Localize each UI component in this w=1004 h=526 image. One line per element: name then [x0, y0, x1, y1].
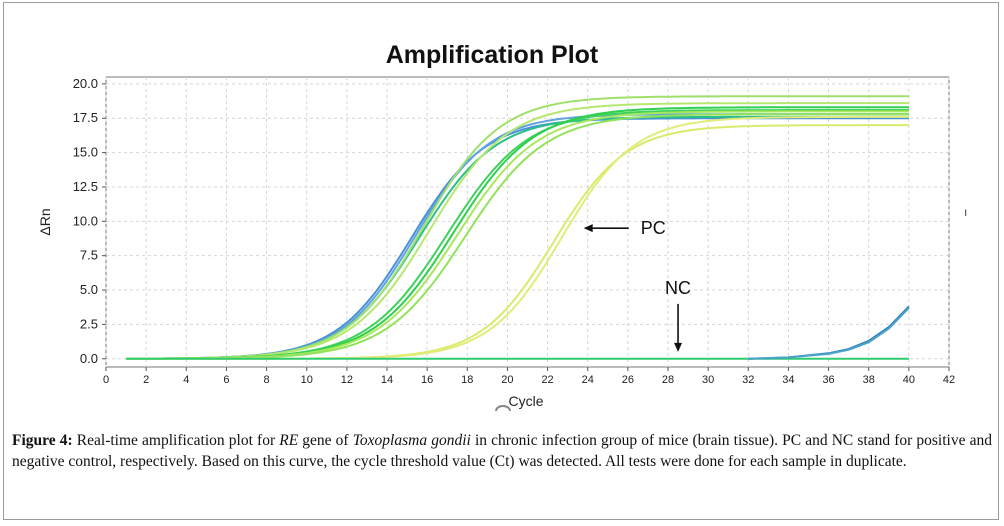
x-tick-label: 16 [421, 374, 433, 386]
caption-gene: RE [279, 432, 299, 449]
y-axis-label: ΔRn [37, 208, 53, 235]
x-tick-label: 20 [501, 374, 513, 386]
series-group [126, 95, 910, 360]
caption-text-3: in chronic infection group of mice (brai… [12, 432, 992, 470]
pc-label: PC [641, 218, 666, 238]
series-line [126, 113, 909, 360]
series-line [126, 115, 909, 360]
nc-label: NC [665, 278, 691, 298]
x-tick-label: 36 [822, 374, 834, 386]
caption-text-1: Real-time amplification plot for [72, 432, 280, 449]
series-line [748, 307, 910, 360]
chart-title: Amplification Plot [386, 41, 599, 69]
figure-frame [3, 2, 999, 520]
stray-mark: ı [964, 205, 967, 219]
x-tick-label: 8 [264, 374, 270, 386]
x-tick-label: 10 [301, 374, 313, 386]
x-tick-label: 12 [341, 374, 353, 386]
x-tick-label: 34 [782, 374, 794, 386]
series-line [126, 109, 909, 360]
grid [105, 77, 950, 367]
annotations: PC NC [583, 218, 691, 352]
y-tick-label: 0.0 [80, 351, 98, 366]
x-tick-label: 6 [223, 374, 229, 386]
amplification-chart: Amplification Plot 0 2 4 6 8 10 12 14 16 18 20 22 24… [37, 41, 967, 412]
series-line [126, 95, 909, 360]
series-line [126, 117, 909, 360]
x-tick-label: 0 [103, 374, 109, 386]
y-tick-label: 2.5 [80, 316, 98, 331]
y-tick-label: 15.0 [73, 145, 98, 160]
y-tick-label: 20.0 [73, 76, 98, 91]
x-tick-label: 22 [541, 374, 553, 386]
x-tick-label: 28 [662, 374, 674, 386]
x-tick-label: 18 [461, 374, 473, 386]
y-tick-label: 12.5 [73, 179, 98, 194]
caption-organism: Toxoplasma gondii [352, 432, 471, 449]
x-tick-label: 42 [943, 374, 955, 386]
x-tick-label: 14 [381, 374, 393, 386]
figure-caption: Figure 4: Real-time amplification plot f… [12, 430, 992, 472]
x-tick-label: 2 [143, 374, 149, 386]
x-tick-label: 4 [183, 374, 189, 386]
series-line [126, 124, 909, 360]
caption-text-2: gene of [298, 432, 353, 449]
axes: 0 2 4 6 8 10 12 14 16 18 20 22 24 26 28 30 32 34 36 38 40 420… [73, 76, 955, 386]
x-tick-label: 38 [863, 374, 875, 386]
pc-arrow-head [583, 224, 593, 233]
nc-arrow-head [674, 342, 683, 352]
series-line [126, 106, 909, 360]
x-tick-label: 32 [742, 374, 754, 386]
plot-area [105, 76, 950, 368]
y-tick-label: 7.5 [80, 248, 98, 263]
x-tick-label: 30 [702, 374, 714, 386]
caption-label: Figure 4: [12, 432, 73, 449]
cursor-artifact [495, 405, 511, 412]
series-line [748, 305, 910, 360]
x-axis-label: Cycle [508, 393, 543, 409]
y-tick-label: 17.5 [73, 110, 98, 125]
x-tick-label: 40 [903, 374, 915, 386]
series-line [126, 115, 909, 360]
x-tick-label: 26 [622, 374, 634, 386]
x-tick-label: 24 [582, 374, 594, 386]
y-tick-label: 10.0 [73, 213, 98, 228]
y-tick-label: 5.0 [80, 282, 98, 297]
series-line [126, 102, 909, 360]
